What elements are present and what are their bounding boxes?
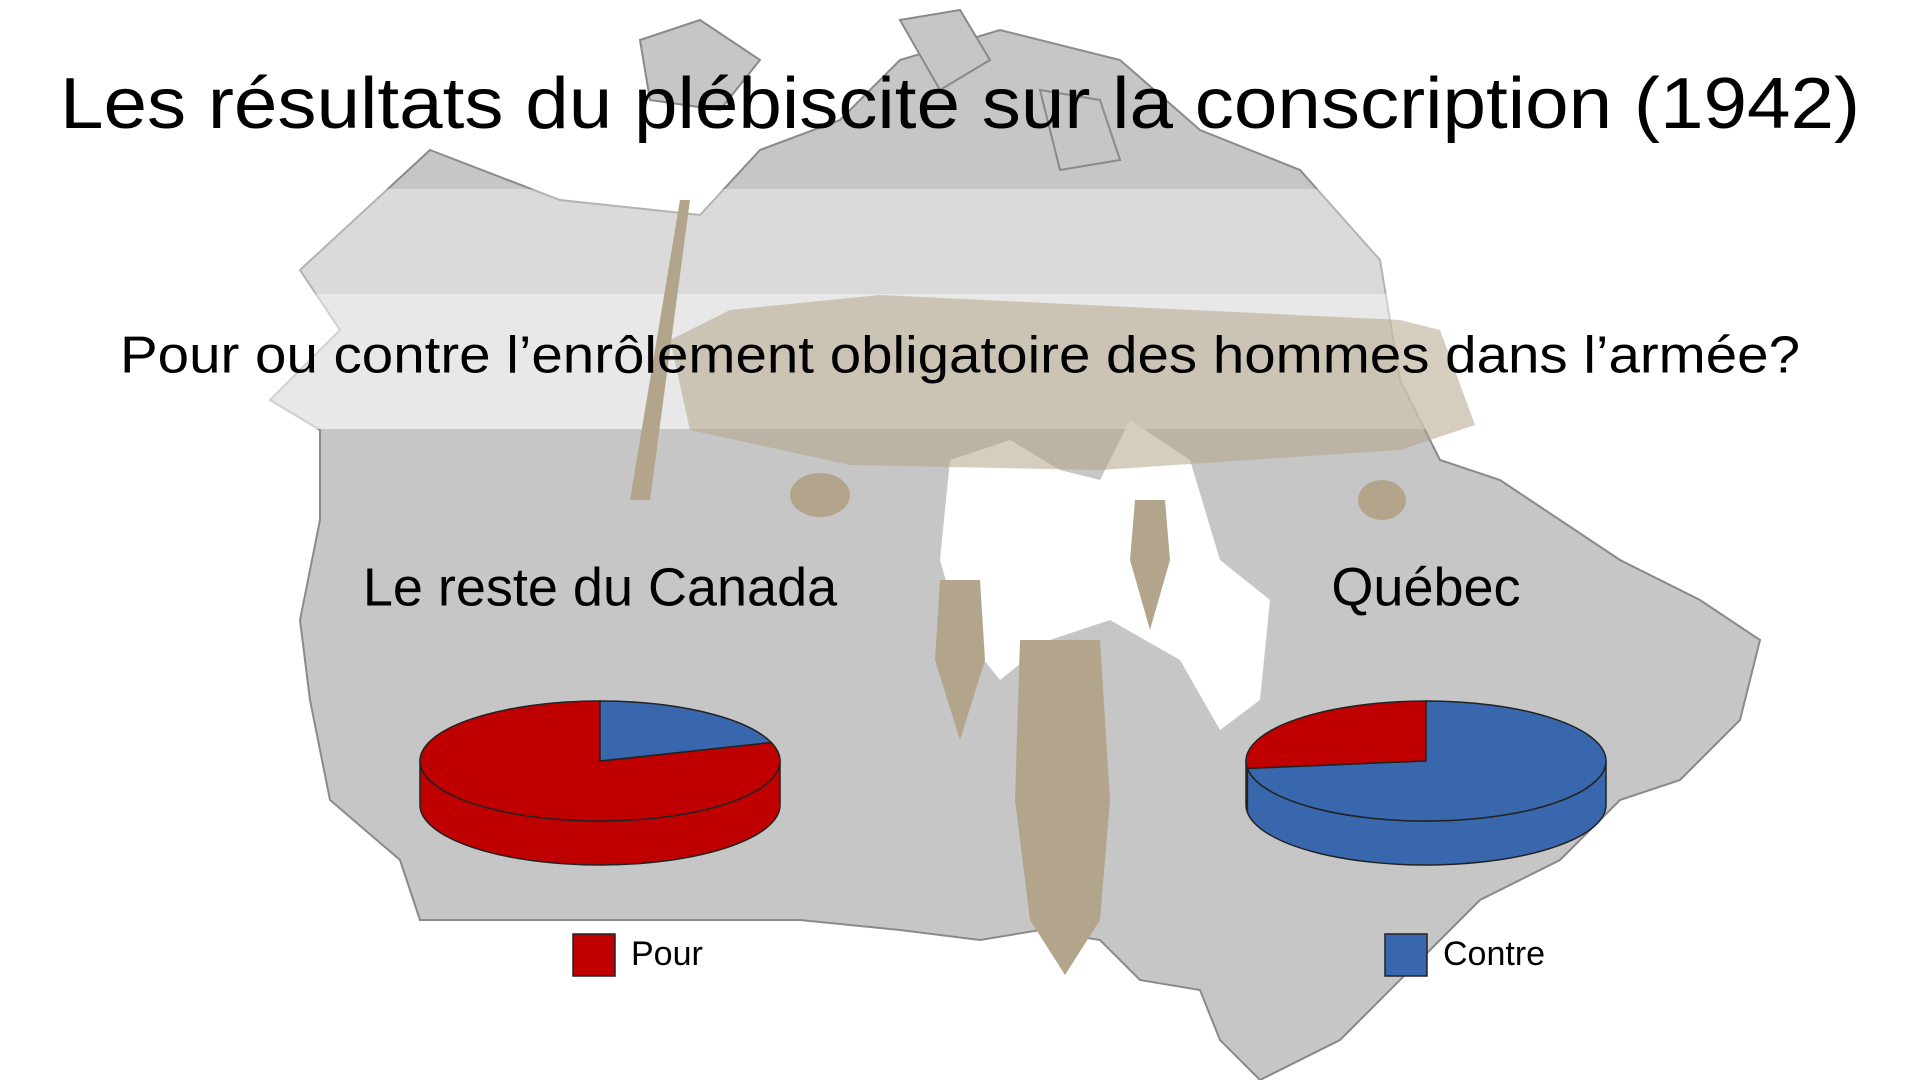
legend-label: Contre (1443, 935, 1545, 973)
legend-label: Pour (631, 935, 703, 973)
pie-slice (599, 700, 773, 762)
pie-title: Le reste du Canada (363, 557, 838, 617)
plane-and-bombs (630, 200, 1475, 975)
pie-title: Québec (1331, 557, 1520, 617)
title: Les résultats du plébiscite sur la consc… (60, 64, 1860, 144)
pie-slice (419, 700, 781, 822)
legend-swatch (572, 933, 616, 977)
legend-swatch (1384, 933, 1428, 977)
pie-slice (1245, 700, 1427, 770)
map-background (250, 8, 1762, 1080)
pie-slice (1246, 700, 1607, 822)
subtitle: Pour ou contre l’enrôlement obligatoire … (120, 327, 1800, 385)
